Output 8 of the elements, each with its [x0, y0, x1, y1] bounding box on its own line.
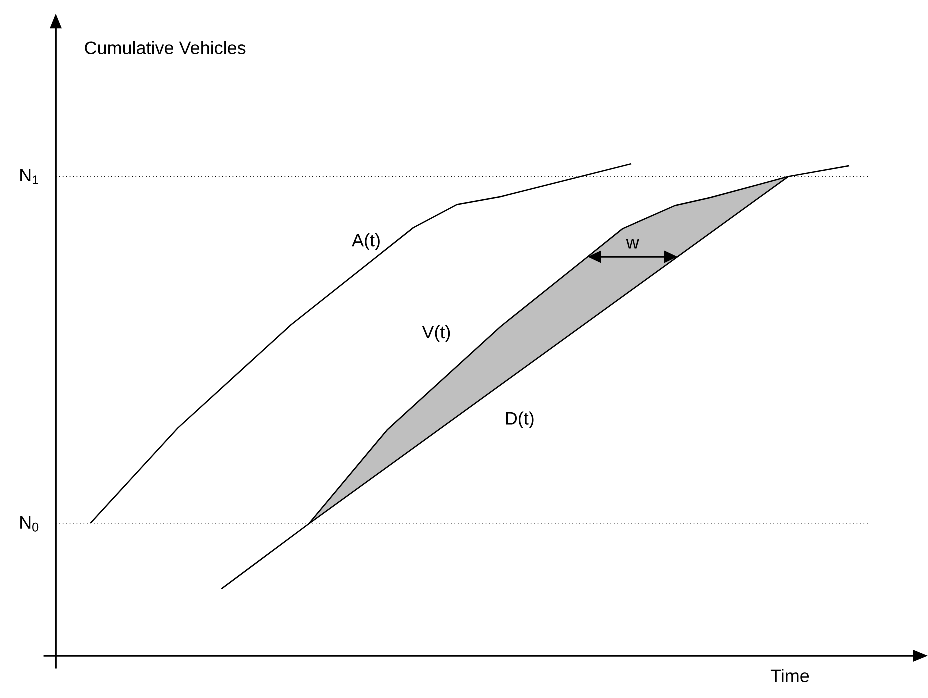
series-label: D(t) — [506, 412, 534, 429]
series-label: V(t) — [422, 325, 450, 342]
annotation: w — [626, 239, 640, 249]
series-label: A(t) — [352, 234, 380, 250]
ref-line-label: N$_{1}$ — [20, 169, 38, 184]
text: Cumulative Vehicles — [85, 41, 246, 54]
ref-line-label: N$_{0}$ — [20, 516, 39, 532]
x-axis-title: Time — [770, 669, 810, 682]
